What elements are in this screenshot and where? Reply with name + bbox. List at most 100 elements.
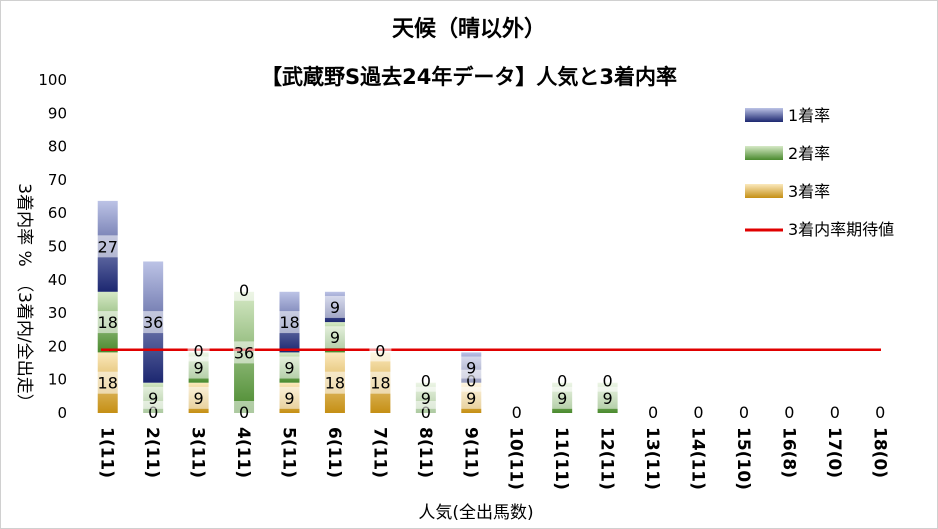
- data-label-bg: [233, 341, 256, 364]
- data-label-bg: [823, 401, 846, 423]
- data-label-bg: [596, 386, 619, 409]
- y-axis-label: 3着内率 % （3着内/全出走）: [14, 183, 34, 410]
- x-tick-label: 6(11): [324, 427, 344, 478]
- plot-area: [97, 200, 618, 413]
- data-label: 9: [421, 389, 431, 408]
- x-tick-label: 12(11): [597, 427, 617, 490]
- y-tick-label: 20: [48, 337, 67, 355]
- data-label: 0: [603, 372, 613, 391]
- data-label-bg: [187, 356, 210, 379]
- data-label: 18: [279, 313, 299, 332]
- data-label: 0: [421, 372, 431, 391]
- data-label: 18: [325, 374, 345, 393]
- legend-swatch: [745, 184, 783, 198]
- data-label: 0: [648, 403, 658, 422]
- data-label-bg: [142, 311, 165, 334]
- y-tick-label: 40: [48, 271, 67, 289]
- data-label-bg: [687, 401, 710, 423]
- x-tick-label: 8(11): [415, 427, 435, 478]
- data-label-bg: [460, 386, 483, 409]
- data-label: 0: [557, 372, 567, 391]
- data-label: 9: [284, 359, 294, 378]
- data-label-bg: [233, 401, 256, 423]
- legend: 1着率 2着率 3着率 3着内率期待値: [745, 106, 894, 239]
- y-tick-label: 10: [48, 371, 67, 389]
- data-label-bg: [369, 339, 392, 362]
- x-tick-label: 10(11): [506, 427, 526, 490]
- data-label: 0: [693, 403, 703, 422]
- data-label-bg: [96, 311, 119, 334]
- data-label: 0: [148, 403, 158, 422]
- data-label-bg: [414, 386, 437, 409]
- y-tick-label: 0: [57, 404, 67, 422]
- x-tick-label: 3(11): [188, 427, 208, 478]
- x-tick-label: 5(11): [279, 427, 299, 478]
- legend-swatch: [745, 146, 783, 160]
- data-label: 27: [98, 237, 118, 256]
- data-label: 0: [466, 372, 476, 391]
- data-label-bg: [505, 401, 528, 423]
- data-label-bg: [278, 386, 301, 409]
- data-label: 36: [234, 343, 254, 362]
- data-label-bg: [278, 311, 301, 334]
- y-tick-label: 60: [48, 204, 67, 222]
- y-tick-label: 90: [48, 104, 67, 122]
- data-label: 0: [784, 403, 794, 422]
- data-label-bg: [187, 339, 210, 362]
- data-label-bg: [323, 371, 346, 394]
- x-tick-label: 1(11): [97, 427, 117, 478]
- x-tick-label: 4(11): [233, 427, 253, 478]
- legend-label: 2着率: [788, 144, 830, 163]
- data-label: 9: [284, 389, 294, 408]
- data-label: 18: [98, 374, 118, 393]
- data-label-bg: [551, 369, 574, 392]
- data-label: 9: [557, 389, 567, 408]
- legend-label: 1着率: [788, 106, 830, 125]
- data-label-bg: [596, 369, 619, 392]
- data-label: 0: [421, 403, 431, 422]
- x-tick-label: 2(11): [142, 427, 162, 478]
- data-label-bg: [142, 386, 165, 409]
- data-label-bg: [233, 278, 256, 301]
- data-label-bg: [778, 401, 801, 423]
- data-label: 9: [603, 389, 613, 408]
- data-label: 0: [739, 403, 749, 422]
- chart-title: 天候（晴以外）: [392, 16, 546, 42]
- data-label: 9: [466, 389, 476, 408]
- data-label: 0: [375, 341, 385, 360]
- data-label-bg: [460, 356, 483, 379]
- legend-label: 3着率: [788, 182, 830, 201]
- y-tick-label: 80: [48, 138, 67, 156]
- data-label: 9: [194, 359, 204, 378]
- data-label: 0: [830, 403, 840, 422]
- x-tick-label: 11(11): [551, 427, 571, 490]
- x-tick-label: 17(0): [824, 427, 844, 478]
- data-labels: 1818270936990036099181899180090909090900…: [96, 235, 892, 423]
- x-axis-label: 人気(全出馬数): [418, 503, 533, 523]
- x-tick-label: 14(11): [688, 427, 708, 490]
- data-label-bg: [187, 386, 210, 409]
- data-label: 0: [875, 403, 885, 422]
- data-label: 18: [98, 313, 118, 332]
- data-label: 9: [148, 389, 158, 408]
- y-tick-label: 50: [48, 238, 67, 256]
- legend-swatch: [745, 108, 783, 122]
- data-label: 0: [194, 341, 204, 360]
- y-tick-label: 100: [38, 71, 67, 89]
- data-label: 9: [330, 328, 340, 347]
- data-label-bg: [551, 386, 574, 409]
- y-axis-ticks: 0 10 20 30 40 50 60 70 80 90 100: [38, 71, 67, 422]
- x-tick-label: 7(11): [369, 427, 389, 478]
- data-label-bg: [96, 235, 119, 258]
- data-label: 0: [512, 403, 522, 422]
- y-tick-label: 30: [48, 304, 67, 322]
- data-label-bg: [278, 356, 301, 379]
- x-tick-label: 16(8): [778, 427, 798, 478]
- y-tick-label: 70: [48, 171, 67, 189]
- data-label-bg: [369, 371, 392, 394]
- x-axis-ticks: 1(11) 2(11) 3(11) 4(11) 5(11) 6(11) 7(11) 8(11)…: [97, 427, 890, 490]
- data-label: 9: [466, 359, 476, 378]
- data-label: 18: [370, 374, 390, 393]
